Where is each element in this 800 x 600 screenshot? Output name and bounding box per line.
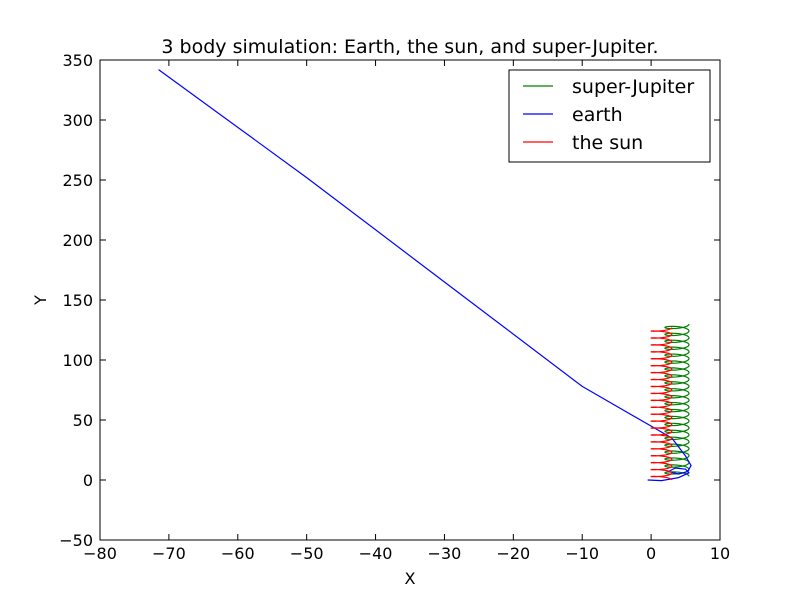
axis-ticks: −80 −70 −60 −50 −40 −30 −20 −10 0 10 −50 0 50 100 150 2… xyxy=(59,51,730,563)
y-tick-label: 50 xyxy=(73,411,93,430)
y-tick-label: 300 xyxy=(62,111,93,130)
y-tick-label: −50 xyxy=(59,531,93,550)
y-tick-label: 100 xyxy=(62,351,93,370)
x-tick-label: −70 xyxy=(152,544,186,563)
y-tick-label: 200 xyxy=(62,231,93,250)
chart-title: 3 body simulation: Earth, the sun, and s… xyxy=(161,36,658,58)
plot-frame xyxy=(99,59,721,541)
y-tick-label: 150 xyxy=(62,291,93,310)
y-tick-label: 250 xyxy=(62,171,93,190)
x-tick-label: −20 xyxy=(496,544,530,563)
series-line-the-sun xyxy=(650,327,673,481)
y-tick-label: 350 xyxy=(62,51,93,70)
x-tick-label: 0 xyxy=(646,544,656,563)
plot-area xyxy=(158,69,692,482)
x-tick-label: −80 xyxy=(83,544,117,563)
legend-label-the-sun: the sun xyxy=(572,132,643,154)
legend-label-earth: earth xyxy=(572,104,623,126)
y-tick-label: 0 xyxy=(83,471,93,490)
y-axis-label: Y xyxy=(31,295,50,306)
x-tick-label: −50 xyxy=(290,544,324,563)
series-line-earth xyxy=(158,69,692,482)
x-axis-label: X xyxy=(405,569,416,588)
x-tick-label: −60 xyxy=(221,544,255,563)
legend: super-Jupiter earth the sun xyxy=(508,69,711,163)
x-tick-label: −40 xyxy=(359,544,393,563)
legend-box xyxy=(508,69,711,163)
x-tick-label: −30 xyxy=(428,544,462,563)
x-tick-label: −10 xyxy=(565,544,599,563)
legend-label-super-jupiter: super-Jupiter xyxy=(572,76,694,98)
x-tick-label: 10 xyxy=(710,544,730,563)
